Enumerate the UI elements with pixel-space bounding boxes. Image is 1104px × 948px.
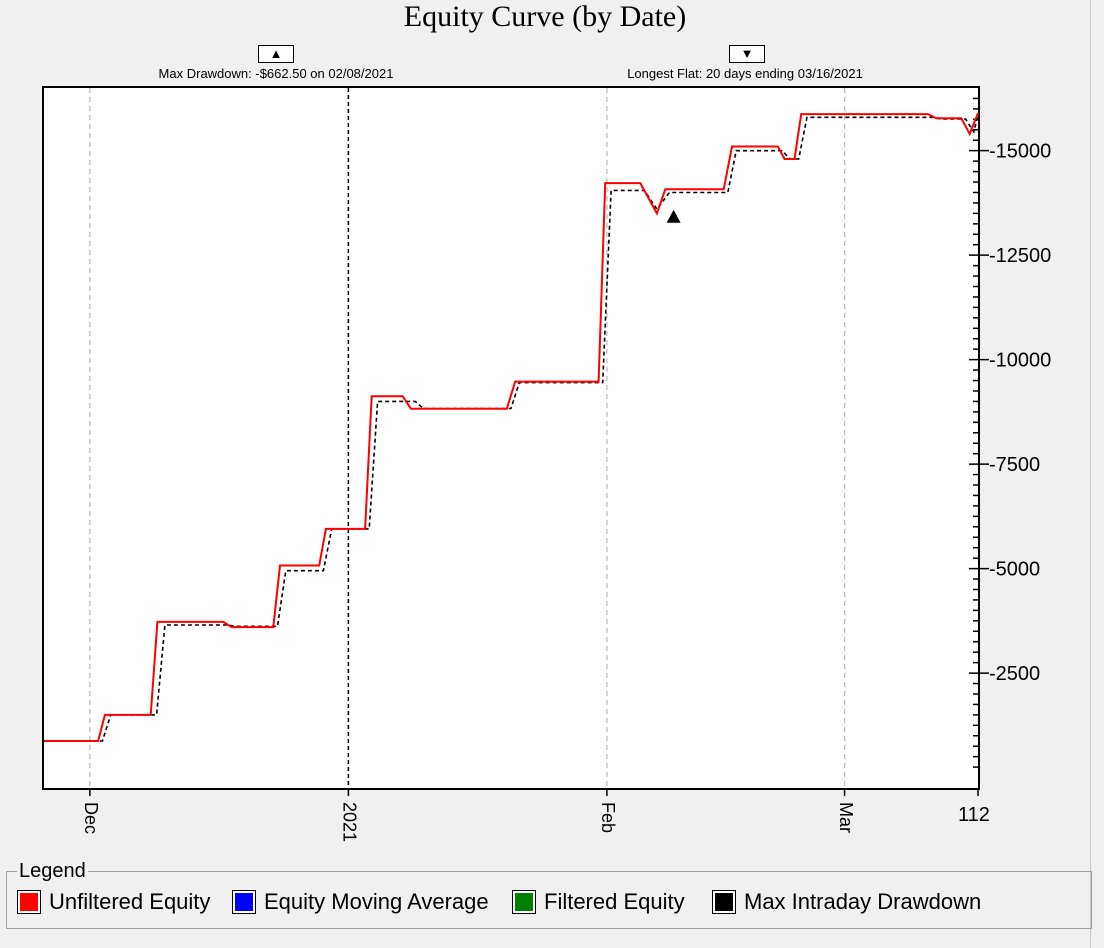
series-line-unfiltered-equity xyxy=(44,112,979,742)
x-tick-label: Feb xyxy=(598,802,618,833)
legend-item-filtered-equity[interactable]: Filtered Equity xyxy=(512,889,685,915)
equity-chart: -15000 -12500 -10000 -7500 -5000 -2500 Dec 202… xyxy=(42,86,1051,842)
legend-item-equity-moving-average[interactable]: Equity Moving Average xyxy=(232,889,489,915)
black-swatch-icon xyxy=(712,890,736,914)
longest-flat-marker-button[interactable]: ▼ xyxy=(729,45,765,63)
blue-swatch-icon xyxy=(232,890,256,914)
max-drawdown-marker-button[interactable]: ▲ xyxy=(258,45,294,63)
y-tick-label: -10000 xyxy=(989,350,1051,372)
x-tick-label: 112 xyxy=(958,804,990,826)
legend: Legend Unfiltered Equity Equity Moving A… xyxy=(6,860,1092,929)
legend-title: Legend xyxy=(17,860,88,882)
x-tick-label: 2021 xyxy=(340,802,360,842)
chart-title: Equity Curve (by Date) xyxy=(403,0,687,33)
y-tick-label: -7500 xyxy=(989,454,1040,476)
x-tick-label: Mar xyxy=(836,802,856,833)
x-tick-label: Dec xyxy=(81,802,101,834)
legend-item-unfiltered-equity[interactable]: Unfiltered Equity xyxy=(17,889,210,915)
plot-area xyxy=(42,86,980,790)
red-swatch-icon xyxy=(17,890,41,914)
longest-flat-annotation: Longest Flat: 20 days ending 03/16/2021 xyxy=(627,66,863,81)
y-tick-label: -2500 xyxy=(989,663,1040,685)
max-drawdown-annotation: Max Drawdown: -$662.50 on 02/08/2021 xyxy=(158,66,394,81)
window-scrollbar-edge xyxy=(1090,0,1104,948)
y-tick-label: -15000 xyxy=(989,141,1051,163)
triangle-up-icon: ▲ xyxy=(269,46,283,61)
max-drawdown-point-marker xyxy=(666,209,681,223)
y-tick-label: -5000 xyxy=(989,559,1040,581)
green-swatch-icon xyxy=(512,890,536,914)
y-tick-label: -12500 xyxy=(989,245,1051,267)
triangle-down-icon: ▼ xyxy=(740,46,754,61)
legend-item-max-intraday-drawdown[interactable]: Max Intraday Drawdown xyxy=(712,889,981,915)
